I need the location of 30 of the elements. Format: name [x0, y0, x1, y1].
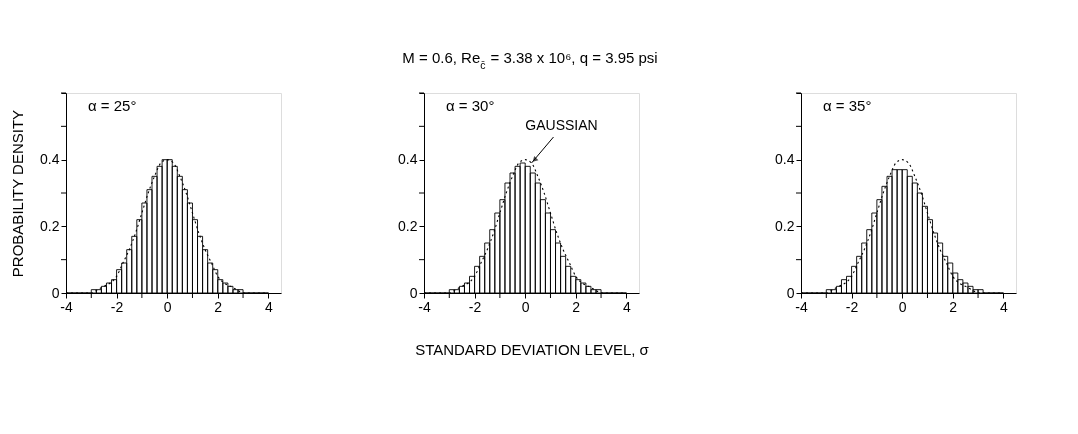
y-tick-label: 0.4 [775, 151, 795, 168]
x-tick-label: -2 [845, 298, 859, 315]
annotation: GAUSSIAN [525, 117, 598, 133]
x-tick-label: 4 [622, 298, 631, 315]
y-axis-title: PROBABILITY DENSITY [9, 109, 27, 278]
x-tick-label: 0 [163, 298, 172, 315]
x-tick-label: -4 [60, 298, 73, 315]
annotation: α = 30° [446, 97, 495, 114]
annotation: α = 25° [88, 97, 137, 114]
x-tick-label: -2 [468, 298, 482, 315]
y-tick-label: 0 [786, 284, 795, 301]
annotation: α = 35° [823, 97, 872, 114]
x-tick-label: -4 [418, 298, 431, 315]
y-tick-label: 0 [51, 284, 60, 301]
x-tick-label: -2 [110, 298, 124, 315]
y-tick-label: 0 [409, 284, 418, 301]
x-tick-label: 4 [999, 298, 1008, 315]
x-tick-label: 0 [898, 298, 907, 315]
y-tick-label: 0.4 [40, 151, 60, 168]
y-tick-label: 0.2 [775, 217, 795, 234]
y-tick-label: 0.4 [398, 151, 418, 168]
x-tick-label: 2 [214, 298, 223, 315]
y-tick-label: 0.2 [398, 217, 418, 234]
y-tick-label: 0.2 [40, 217, 60, 234]
x-tick-label: 0 [521, 298, 530, 315]
x-tick-label: 2 [572, 298, 581, 315]
x-tick-label: 4 [264, 298, 273, 315]
x-axis-title: STANDARD DEVIATION LEVEL, σ [415, 340, 650, 358]
x-tick-label: 2 [949, 298, 958, 315]
x-tick-label: -4 [795, 298, 808, 315]
